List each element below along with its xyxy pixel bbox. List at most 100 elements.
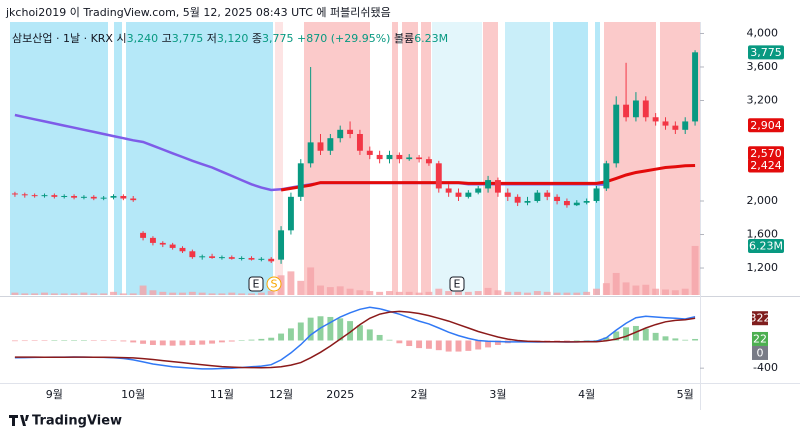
candle-body xyxy=(71,195,78,198)
volume-bar xyxy=(129,293,137,295)
ohlc-label: 종 xyxy=(251,32,262,45)
histogram-bar xyxy=(41,340,48,341)
volume-bar xyxy=(455,291,462,295)
candle-body xyxy=(524,201,531,203)
candle-body xyxy=(317,142,324,151)
volume-bar xyxy=(218,293,226,295)
candle-body xyxy=(307,142,314,164)
candle-body xyxy=(416,157,423,160)
band xyxy=(392,22,398,295)
volume-bar xyxy=(297,280,305,295)
candle-body xyxy=(485,180,492,189)
volume-bar xyxy=(662,289,669,295)
x-tick-label: 2025 xyxy=(326,388,354,401)
candle-body xyxy=(573,202,580,206)
x-tick-label: 3월 xyxy=(489,388,506,401)
volume-bar xyxy=(90,293,98,295)
histogram-bar xyxy=(159,340,166,346)
candle-body xyxy=(149,237,156,243)
volume-bar xyxy=(514,291,522,295)
volume-bar xyxy=(100,293,108,295)
volume-bar xyxy=(21,293,29,295)
y-tick-label: 1,200 xyxy=(747,261,779,274)
candle-body xyxy=(61,195,68,197)
candle-body xyxy=(613,104,620,164)
candle-body xyxy=(209,256,216,258)
candle-body xyxy=(159,242,166,245)
volume-bar xyxy=(80,292,88,295)
band xyxy=(275,22,283,295)
histogram-bar xyxy=(307,317,314,341)
volume-bar xyxy=(50,293,58,295)
histogram-bar xyxy=(120,340,127,342)
candle-body xyxy=(189,251,196,258)
volume-bar xyxy=(238,293,246,295)
histogram-bar xyxy=(534,340,541,341)
x-tick-label: 5월 xyxy=(677,388,694,401)
legend: 삼보산업 · 1날 · KRX 시3,240 고3,775 저3,120 종3,… xyxy=(12,30,448,46)
volume-bar xyxy=(376,291,384,295)
y-tick-label: 1,600 xyxy=(747,228,779,241)
histogram-bar xyxy=(130,340,137,343)
y-tick-label: 4,000 xyxy=(747,26,779,39)
price-label-box xyxy=(748,118,784,133)
candle-body xyxy=(90,196,97,199)
histogram-bar xyxy=(21,340,28,342)
event-marker xyxy=(248,276,264,292)
histogram-bar xyxy=(61,340,68,341)
candle-body xyxy=(297,163,304,197)
band xyxy=(483,22,498,295)
band xyxy=(126,22,273,295)
volume-bar xyxy=(257,292,265,295)
volume-bar xyxy=(602,283,610,295)
candle-body xyxy=(563,201,570,206)
osc-label: 22 xyxy=(753,332,767,345)
histogram-bar xyxy=(11,340,18,342)
candle-body xyxy=(396,154,403,160)
brand-name: TradingView xyxy=(32,414,122,429)
band xyxy=(304,22,370,295)
candle-body xyxy=(140,232,147,238)
volume-bar xyxy=(336,286,344,295)
histogram-bar xyxy=(228,340,235,342)
signal-line xyxy=(14,310,696,369)
histogram-bar xyxy=(140,340,147,344)
volume-bar xyxy=(119,293,127,295)
histogram-bar xyxy=(642,328,649,341)
volume-bar xyxy=(474,291,482,295)
volume-bar xyxy=(533,291,541,295)
histogram-bar xyxy=(189,340,196,345)
band xyxy=(553,22,588,295)
histogram-bar xyxy=(218,340,225,343)
candle-body xyxy=(41,195,48,197)
volume-bar xyxy=(524,292,531,295)
histogram-bar xyxy=(337,318,344,341)
price-label-box xyxy=(748,238,784,253)
volume-bar xyxy=(41,292,48,295)
volume-bar xyxy=(405,291,413,295)
brand-logo xyxy=(9,415,29,426)
volume-bar xyxy=(188,291,196,295)
ohlc-value: 3,775 xyxy=(171,32,204,45)
volume-bar xyxy=(179,292,186,295)
candle-body xyxy=(514,196,521,203)
price-label: 6.23M xyxy=(749,239,783,252)
ohlc-value: 3,775 xyxy=(261,32,294,45)
volume-bar xyxy=(317,285,324,295)
volume-bar xyxy=(356,290,364,295)
candle-body xyxy=(623,104,630,118)
osc-label-box xyxy=(752,331,768,346)
histogram-bar xyxy=(356,325,363,341)
candle-body xyxy=(278,230,285,260)
price-label-box xyxy=(748,45,784,60)
candle-body xyxy=(327,138,334,151)
volume-bar xyxy=(415,292,423,295)
candle-body xyxy=(337,129,344,139)
histogram-bar xyxy=(287,328,294,341)
volume-bar xyxy=(642,284,650,295)
volume-bar xyxy=(435,288,443,295)
x-tick-label: 2월 xyxy=(411,388,428,401)
histogram-bar xyxy=(623,327,630,341)
